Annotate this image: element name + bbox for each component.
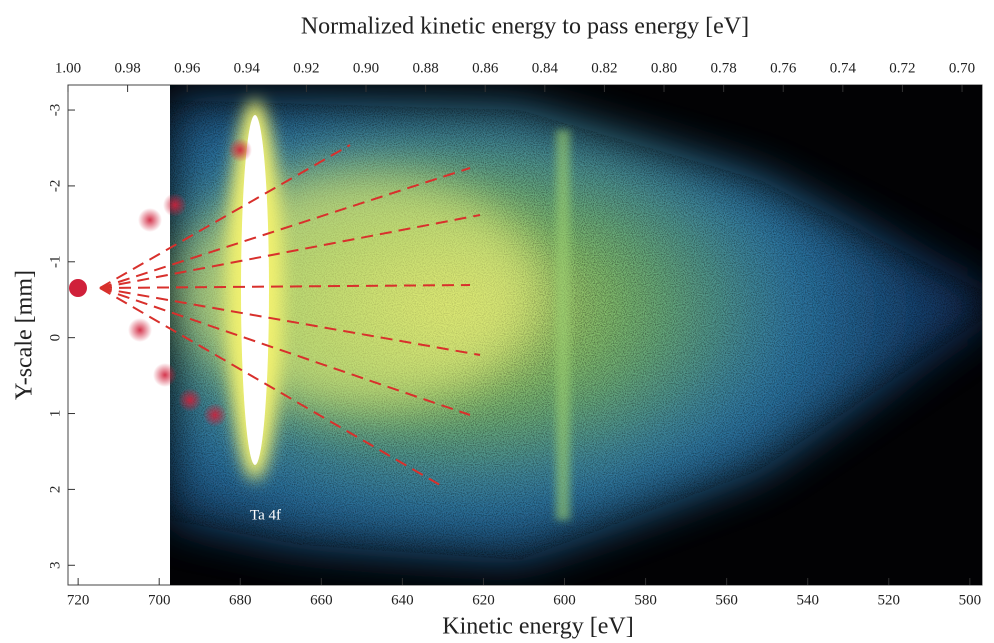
x2-tick-label: 0.90	[353, 60, 379, 76]
x-axis-title: Kinetic energy [eV]	[442, 614, 633, 640]
x2-tick-label: 0.94	[234, 60, 261, 76]
x2-tick-label: 0.84	[532, 60, 559, 76]
x-tick-label: 720	[67, 592, 90, 608]
intensity-map	[170, 100, 982, 560]
trajectory-lines	[99, 144, 481, 486]
x-tick-label: 620	[472, 592, 495, 608]
x2-tick-label: 0.96	[174, 60, 201, 76]
x2-tick-label: 0.76	[770, 60, 797, 76]
x-tick-label: 600	[553, 592, 576, 608]
x-tick-label: 520	[878, 592, 901, 608]
x-tick-label: 660	[310, 592, 333, 608]
y-tick-label: -2	[47, 180, 63, 193]
y-tick-label: 0	[47, 334, 63, 342]
plot-area	[67, 84, 983, 586]
y-tick-label: -3	[47, 104, 63, 117]
x-tick-label: 560	[715, 592, 738, 608]
x2-tick-label: 0.78	[710, 60, 736, 76]
x2-tick-label: 0.72	[889, 60, 915, 76]
x2-tick-label: 1.00	[55, 60, 81, 76]
x-tick-label: 500	[959, 592, 982, 608]
x-tick-label: 640	[391, 592, 414, 608]
x-tick-label: 580	[634, 592, 657, 608]
x2-tick-label: 0.74	[830, 60, 857, 76]
y-axis-title: Y-scale [mm]	[12, 270, 38, 400]
top-axis-title: Normalized kinetic energy to pass energy…	[301, 14, 749, 40]
annotation: Ta 4f	[250, 507, 281, 523]
x2-tick-label: 0.70	[949, 60, 975, 76]
x-tick-label: 540	[796, 592, 819, 608]
source-spot	[69, 138, 252, 427]
x-tick-label: 700	[148, 592, 171, 608]
x2-tick-label: 0.80	[651, 60, 677, 76]
x2-tick-label: 0.88	[412, 60, 438, 76]
x2-tick-label: 0.92	[293, 60, 319, 76]
y-tick-label: 1	[47, 410, 63, 418]
x2-tick-label: 0.98	[114, 60, 140, 76]
y-tick-label: -1	[47, 256, 63, 269]
x2-tick-label: 0.82	[591, 60, 617, 76]
x2-tick-label: 0.86	[472, 60, 499, 76]
x-tick-label: 680	[229, 592, 252, 608]
y-tick-label: 2	[47, 486, 63, 494]
y-tick-label: 3	[47, 562, 63, 570]
